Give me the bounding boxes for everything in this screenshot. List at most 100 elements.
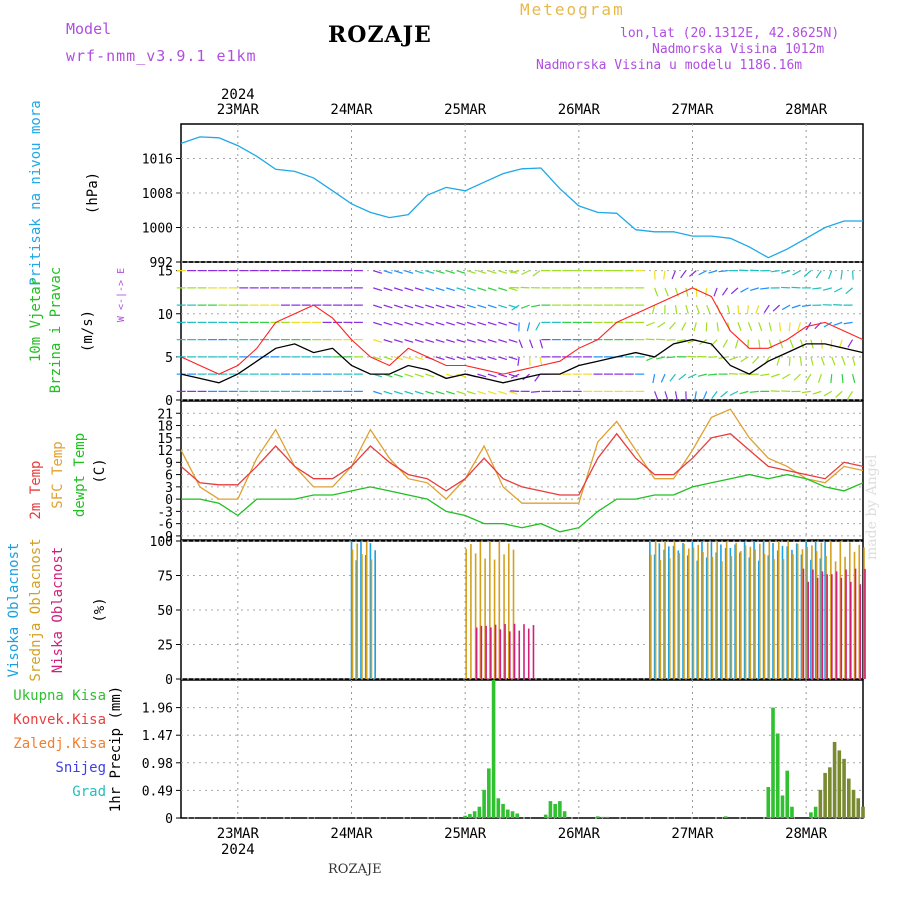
precip-bar xyxy=(501,803,505,818)
wind-speed-line xyxy=(180,338,864,384)
wind-barb xyxy=(414,304,424,309)
sfc-temp-line xyxy=(180,408,864,504)
wind-barb xyxy=(425,321,435,326)
wind-barb xyxy=(823,321,833,328)
precip-bar xyxy=(837,750,842,818)
wind-barb xyxy=(393,287,403,292)
wind-barb xyxy=(456,304,466,309)
footer-station: ROZAJE xyxy=(328,862,382,877)
wind-barb xyxy=(694,391,697,401)
wind-barb xyxy=(466,356,476,361)
ytick-label: 1016 xyxy=(142,153,173,168)
wind-barb xyxy=(721,287,729,296)
wind-barb xyxy=(414,390,424,395)
wind-barb xyxy=(805,373,812,383)
wind-barb xyxy=(750,287,759,292)
wind-barb xyxy=(498,270,508,274)
ytick-label: -3 xyxy=(157,505,173,520)
wind-barb xyxy=(446,356,455,361)
wind-barb xyxy=(830,339,833,349)
day-label-bottom: 27MAR xyxy=(671,826,714,842)
wind-barb xyxy=(763,304,770,313)
wind-barb xyxy=(498,304,508,309)
wind-barb xyxy=(737,305,740,315)
wind-barb xyxy=(477,373,487,378)
ytick-label: 75 xyxy=(157,570,173,585)
wind-barb xyxy=(446,287,455,292)
wind-barb xyxy=(728,373,739,375)
precip-bar xyxy=(468,814,472,818)
day-label-bottom: 26MAR xyxy=(558,826,601,842)
wind-barb xyxy=(425,287,435,292)
wind-barb xyxy=(446,390,455,395)
wind-barb xyxy=(823,390,833,397)
wind-barb xyxy=(487,373,497,378)
wind-barb xyxy=(674,391,678,401)
wind-barb xyxy=(373,287,383,292)
wind-barb xyxy=(760,373,770,377)
precip-bar xyxy=(463,815,467,818)
wind-barb xyxy=(393,339,403,343)
wind-barb xyxy=(831,356,836,366)
precip-bar xyxy=(558,801,562,818)
wind-barb xyxy=(466,321,476,326)
wind-barb xyxy=(487,390,497,395)
elevation-label: Nadmorska Visina 1012m xyxy=(652,42,825,57)
wind-barb xyxy=(456,287,466,292)
model-elevation-label: Nadmorska Visina u modelu 1186.16m xyxy=(536,58,803,73)
wind-barb xyxy=(788,322,791,332)
wind-barb xyxy=(702,391,708,400)
wind-barb xyxy=(373,270,383,274)
wind-barb xyxy=(435,390,445,395)
precip-bar xyxy=(780,795,785,818)
wind-barb xyxy=(713,287,718,297)
wind-barb xyxy=(654,287,659,297)
wind-barb xyxy=(711,391,718,399)
wind-barb xyxy=(704,287,708,297)
wind-barb xyxy=(425,390,435,395)
wind-barb xyxy=(716,322,719,332)
wind-barb xyxy=(520,304,530,309)
meteogram-label: Meteogram xyxy=(520,0,625,19)
precip-legend-item: Ukupna Kisa xyxy=(13,688,106,704)
wind-barb xyxy=(781,304,791,311)
pressure-axis-label: Pritisak na nivou mora xyxy=(28,100,44,285)
wind-barb xyxy=(539,339,544,349)
wind-barb xyxy=(383,304,393,309)
precip-bar xyxy=(472,811,477,818)
wind-barb xyxy=(779,322,782,332)
wind-barb xyxy=(498,356,508,361)
wind-barb xyxy=(817,373,822,383)
wind-barb xyxy=(456,270,466,274)
wind-barb xyxy=(498,321,508,326)
temp-2m-label: 2m Temp xyxy=(28,460,44,519)
precip-bar xyxy=(491,680,496,818)
wind-barb xyxy=(477,339,487,343)
wind-barb xyxy=(664,391,669,401)
precip-bar xyxy=(487,768,491,818)
wind-barb xyxy=(446,321,455,326)
wind-barb xyxy=(508,390,518,395)
wind-barb xyxy=(776,356,781,366)
panel-frame-precip xyxy=(180,679,864,819)
lonlat-label: lon,lat (20.1312E, 42.8625N) xyxy=(620,26,840,41)
wind-barb xyxy=(456,339,466,343)
precip-bar xyxy=(813,806,818,818)
year-label-top: 2024 xyxy=(221,87,255,103)
wind-barb xyxy=(404,321,414,326)
ytick-label: -9 xyxy=(157,530,173,545)
precip-bar xyxy=(510,811,515,818)
precip-bar xyxy=(543,814,548,818)
day-label-top: 25MAR xyxy=(444,102,487,118)
wind-barb xyxy=(840,270,843,280)
ytick-label: 100 xyxy=(150,535,173,550)
pressure-series-line xyxy=(180,136,863,259)
wind-barb xyxy=(718,270,728,273)
wind-barb xyxy=(404,287,414,292)
wind-barb xyxy=(822,287,832,291)
wind-barb xyxy=(708,373,718,376)
wind-barb xyxy=(758,339,761,349)
wind-barb xyxy=(779,339,784,349)
wind-barb xyxy=(487,287,497,292)
